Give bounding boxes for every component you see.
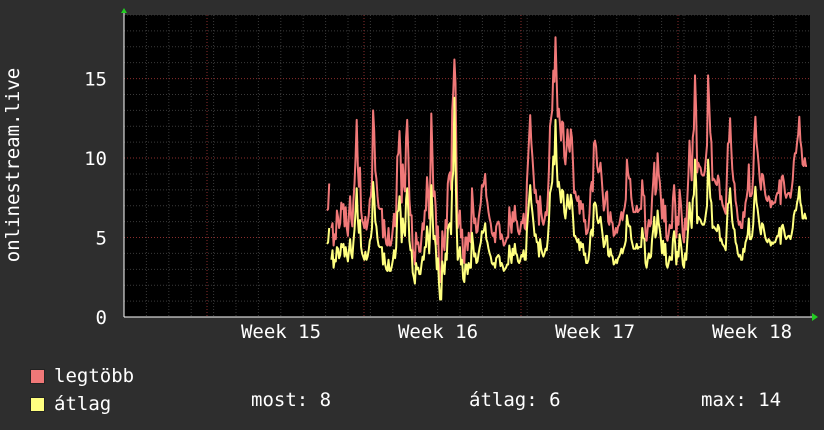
series-line-legtobb bbox=[326, 36, 807, 283]
minor-grid bbox=[124, 14, 810, 317]
y-axis-arrow-icon bbox=[121, 8, 127, 13]
y-tick-label: 15 bbox=[84, 69, 107, 91]
series-layer bbox=[326, 36, 807, 301]
x-tick-label: Week 16 bbox=[398, 321, 478, 343]
y-tick-labels: 0 5 10 15 bbox=[84, 69, 107, 329]
y-axis-label: onlinestream.live bbox=[2, 68, 24, 262]
x-tick-label: Week 17 bbox=[555, 321, 635, 343]
stat-now: most: 8 bbox=[251, 389, 332, 411]
x-tick-label: Week 15 bbox=[241, 321, 321, 343]
legend-label-atlag: átlag bbox=[54, 393, 112, 415]
stat-max: max: 14 bbox=[701, 389, 782, 411]
series-line-atlag bbox=[326, 96, 807, 301]
axes bbox=[121, 8, 818, 321]
legend: legtöbb átlag bbox=[30, 362, 134, 418]
legend-label-legtobb: legtöbb bbox=[54, 365, 135, 387]
stat-avg: átlag: 6 bbox=[469, 389, 561, 411]
y-tick-label: 0 bbox=[96, 307, 107, 329]
legend-item-atlag: átlag bbox=[30, 390, 134, 418]
x-tick-label: Week 18 bbox=[712, 321, 792, 343]
x-tick-labels: Week 15 Week 16 Week 17 Week 18 bbox=[241, 321, 792, 343]
y-tick-label: 10 bbox=[84, 148, 107, 170]
x-axis-arrow-icon bbox=[812, 313, 818, 321]
legend-swatch-legtobb bbox=[30, 368, 45, 384]
legend-swatch-atlag bbox=[30, 396, 45, 412]
legend-item-legtobb: legtöbb bbox=[30, 362, 134, 390]
y-tick-label: 5 bbox=[96, 228, 107, 250]
